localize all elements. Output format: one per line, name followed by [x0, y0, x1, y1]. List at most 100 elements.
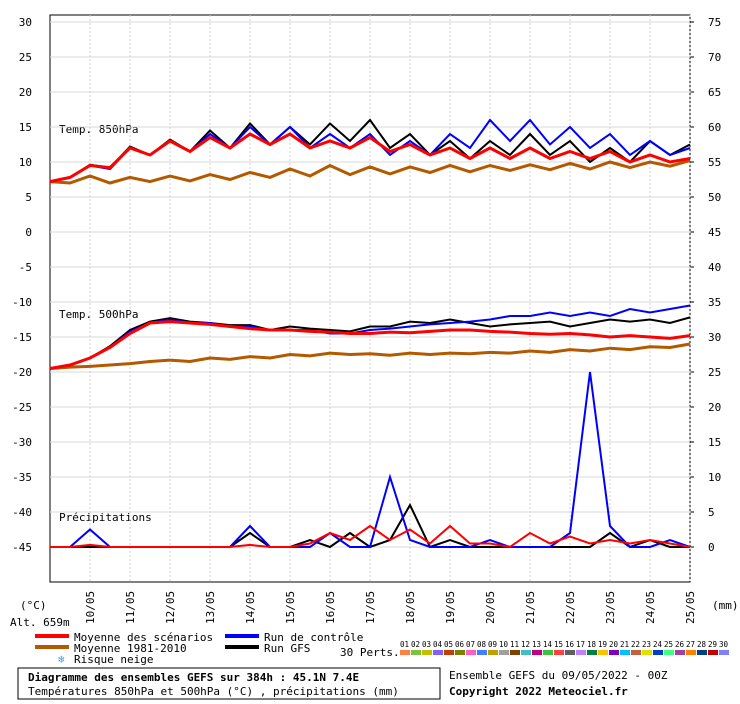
legend-label: Moyenne des scénarios — [74, 631, 213, 644]
perturbation-swatch — [686, 650, 696, 655]
x-tick-label: 20/05 — [484, 591, 497, 624]
y-tick-label: -40 — [12, 506, 32, 519]
x-tick-label: 18/05 — [404, 591, 417, 624]
perturbation-label: 29 — [708, 640, 717, 649]
perturbation-label: 25 — [664, 640, 673, 649]
y2-tick-label: 35 — [708, 296, 721, 309]
perturbation-swatch — [455, 650, 465, 655]
perturbation-label: 16 — [565, 640, 575, 649]
perturbation-swatch — [521, 650, 531, 655]
perturbation-swatch — [411, 650, 421, 655]
x-tick-label: 12/05 — [164, 591, 177, 624]
y2-tick-label: 50 — [708, 191, 721, 204]
x-tick-label: 22/05 — [564, 591, 577, 624]
y2-tick-label: 10 — [708, 471, 721, 484]
y-tick-label: 20 — [19, 86, 32, 99]
perturbation-label: 10 — [499, 640, 509, 649]
perturbation-swatch — [620, 650, 630, 655]
x-tick-label: 19/05 — [444, 591, 457, 624]
y-tick-label: 15 — [19, 121, 32, 134]
perturbation-label: 17 — [576, 640, 585, 649]
perturbation-label: 23 — [642, 640, 651, 649]
perturbation-swatch — [719, 650, 729, 655]
perturbation-swatch — [653, 650, 663, 655]
x-tick-label: 13/05 — [204, 591, 217, 624]
x-tick-label: 10/05 — [84, 591, 97, 624]
y2-axis-label: (mm) — [712, 599, 739, 612]
perturbation-swatch — [642, 650, 652, 655]
perturbation-swatch — [675, 650, 685, 655]
y-tick-label: 25 — [19, 51, 32, 64]
y2-tick-label: 45 — [708, 226, 721, 239]
x-tick-label: 17/05 — [364, 591, 377, 624]
perturbation-swatch — [576, 650, 586, 655]
x-tick-label: 15/05 — [284, 591, 297, 624]
legend-label: Run de contrôle — [264, 631, 363, 644]
perturbation-label: 05 — [444, 640, 453, 649]
perturbation-label: 20 — [609, 640, 619, 649]
chart-subtitle: Températures 850hPa et 500hPa (°C) , pré… — [28, 685, 399, 698]
perturbation-label: 22 — [631, 640, 640, 649]
x-tick-label: 25/05 — [684, 591, 697, 624]
y2-tick-label: 0 — [708, 541, 715, 554]
legend-label: Run GFS — [264, 642, 310, 655]
x-tick-label: 14/05 — [244, 591, 257, 624]
annotation: Temp. 850hPa — [59, 123, 138, 136]
legend-swatch — [35, 645, 69, 649]
series-line — [49, 316, 691, 370]
y-tick-label: -35 — [12, 471, 32, 484]
legend-swatch — [225, 634, 259, 638]
perturbation-label: 02 — [411, 640, 420, 649]
y2-tick-label: 70 — [708, 51, 721, 64]
perturbation-swatch — [543, 650, 553, 655]
perturbation-label: 11 — [510, 640, 519, 649]
y-tick-label: 5 — [25, 191, 32, 204]
x-tick-label: 24/05 — [644, 591, 657, 624]
y2-tick-label: 60 — [708, 121, 721, 134]
perturbation-swatch — [466, 650, 476, 655]
y2-tick-label: 30 — [708, 331, 721, 344]
legend-swatch — [35, 634, 69, 638]
perturbation-swatch — [510, 650, 520, 655]
title-box — [17, 667, 441, 700]
y2-tick-label: 65 — [708, 86, 721, 99]
y-tick-label: 10 — [19, 156, 32, 169]
perturbations-label: 30 Perts. — [340, 646, 400, 659]
y-tick-label: -30 — [12, 436, 32, 449]
perturbation-swatch — [477, 650, 487, 655]
perturbation-swatch — [499, 650, 509, 655]
series-line — [49, 320, 691, 370]
y-tick-label: -5 — [19, 261, 32, 274]
perturbation-swatch — [565, 650, 575, 655]
y2-tick-label: 75 — [708, 16, 721, 29]
perturbation-label: 15 — [554, 640, 563, 649]
perturbation-label: 07 — [466, 640, 475, 649]
chart-title: Diagramme des ensembles GEFS sur 384h : … — [28, 671, 359, 684]
perturbation-label: 08 — [477, 640, 487, 649]
perturbation-label: 03 — [422, 640, 431, 649]
y2-tick-label: 5 — [708, 506, 715, 519]
x-tick-label: 11/05 — [124, 591, 137, 624]
perturbation-label: 30 — [719, 640, 729, 649]
series-line — [49, 132, 691, 184]
perturbation-swatch — [400, 650, 410, 655]
perturbation-swatch — [422, 650, 432, 655]
y-tick-label: 0 — [25, 226, 32, 239]
copyright: Copyright 2022 Meteociel.fr — [449, 685, 628, 698]
snow-icon: ❄ — [58, 653, 65, 666]
altitude: Alt. 659m — [10, 616, 70, 629]
y2-tick-label: 25 — [708, 366, 721, 379]
y2-tick-label: 55 — [708, 156, 721, 169]
legend-swatch — [225, 645, 259, 649]
perturbation-label: 04 — [433, 640, 443, 649]
legend-label: Risque neige — [74, 653, 153, 666]
perturbation-swatch — [664, 650, 674, 655]
y-tick-label: -25 — [12, 401, 32, 414]
x-tick-label: 16/05 — [324, 591, 337, 624]
perturbation-swatch — [433, 650, 443, 655]
x-tick-label: 21/05 — [524, 591, 537, 624]
perturbation-label: 26 — [675, 640, 685, 649]
perturbation-label: 19 — [598, 640, 607, 649]
perturbation-swatch — [598, 650, 608, 655]
